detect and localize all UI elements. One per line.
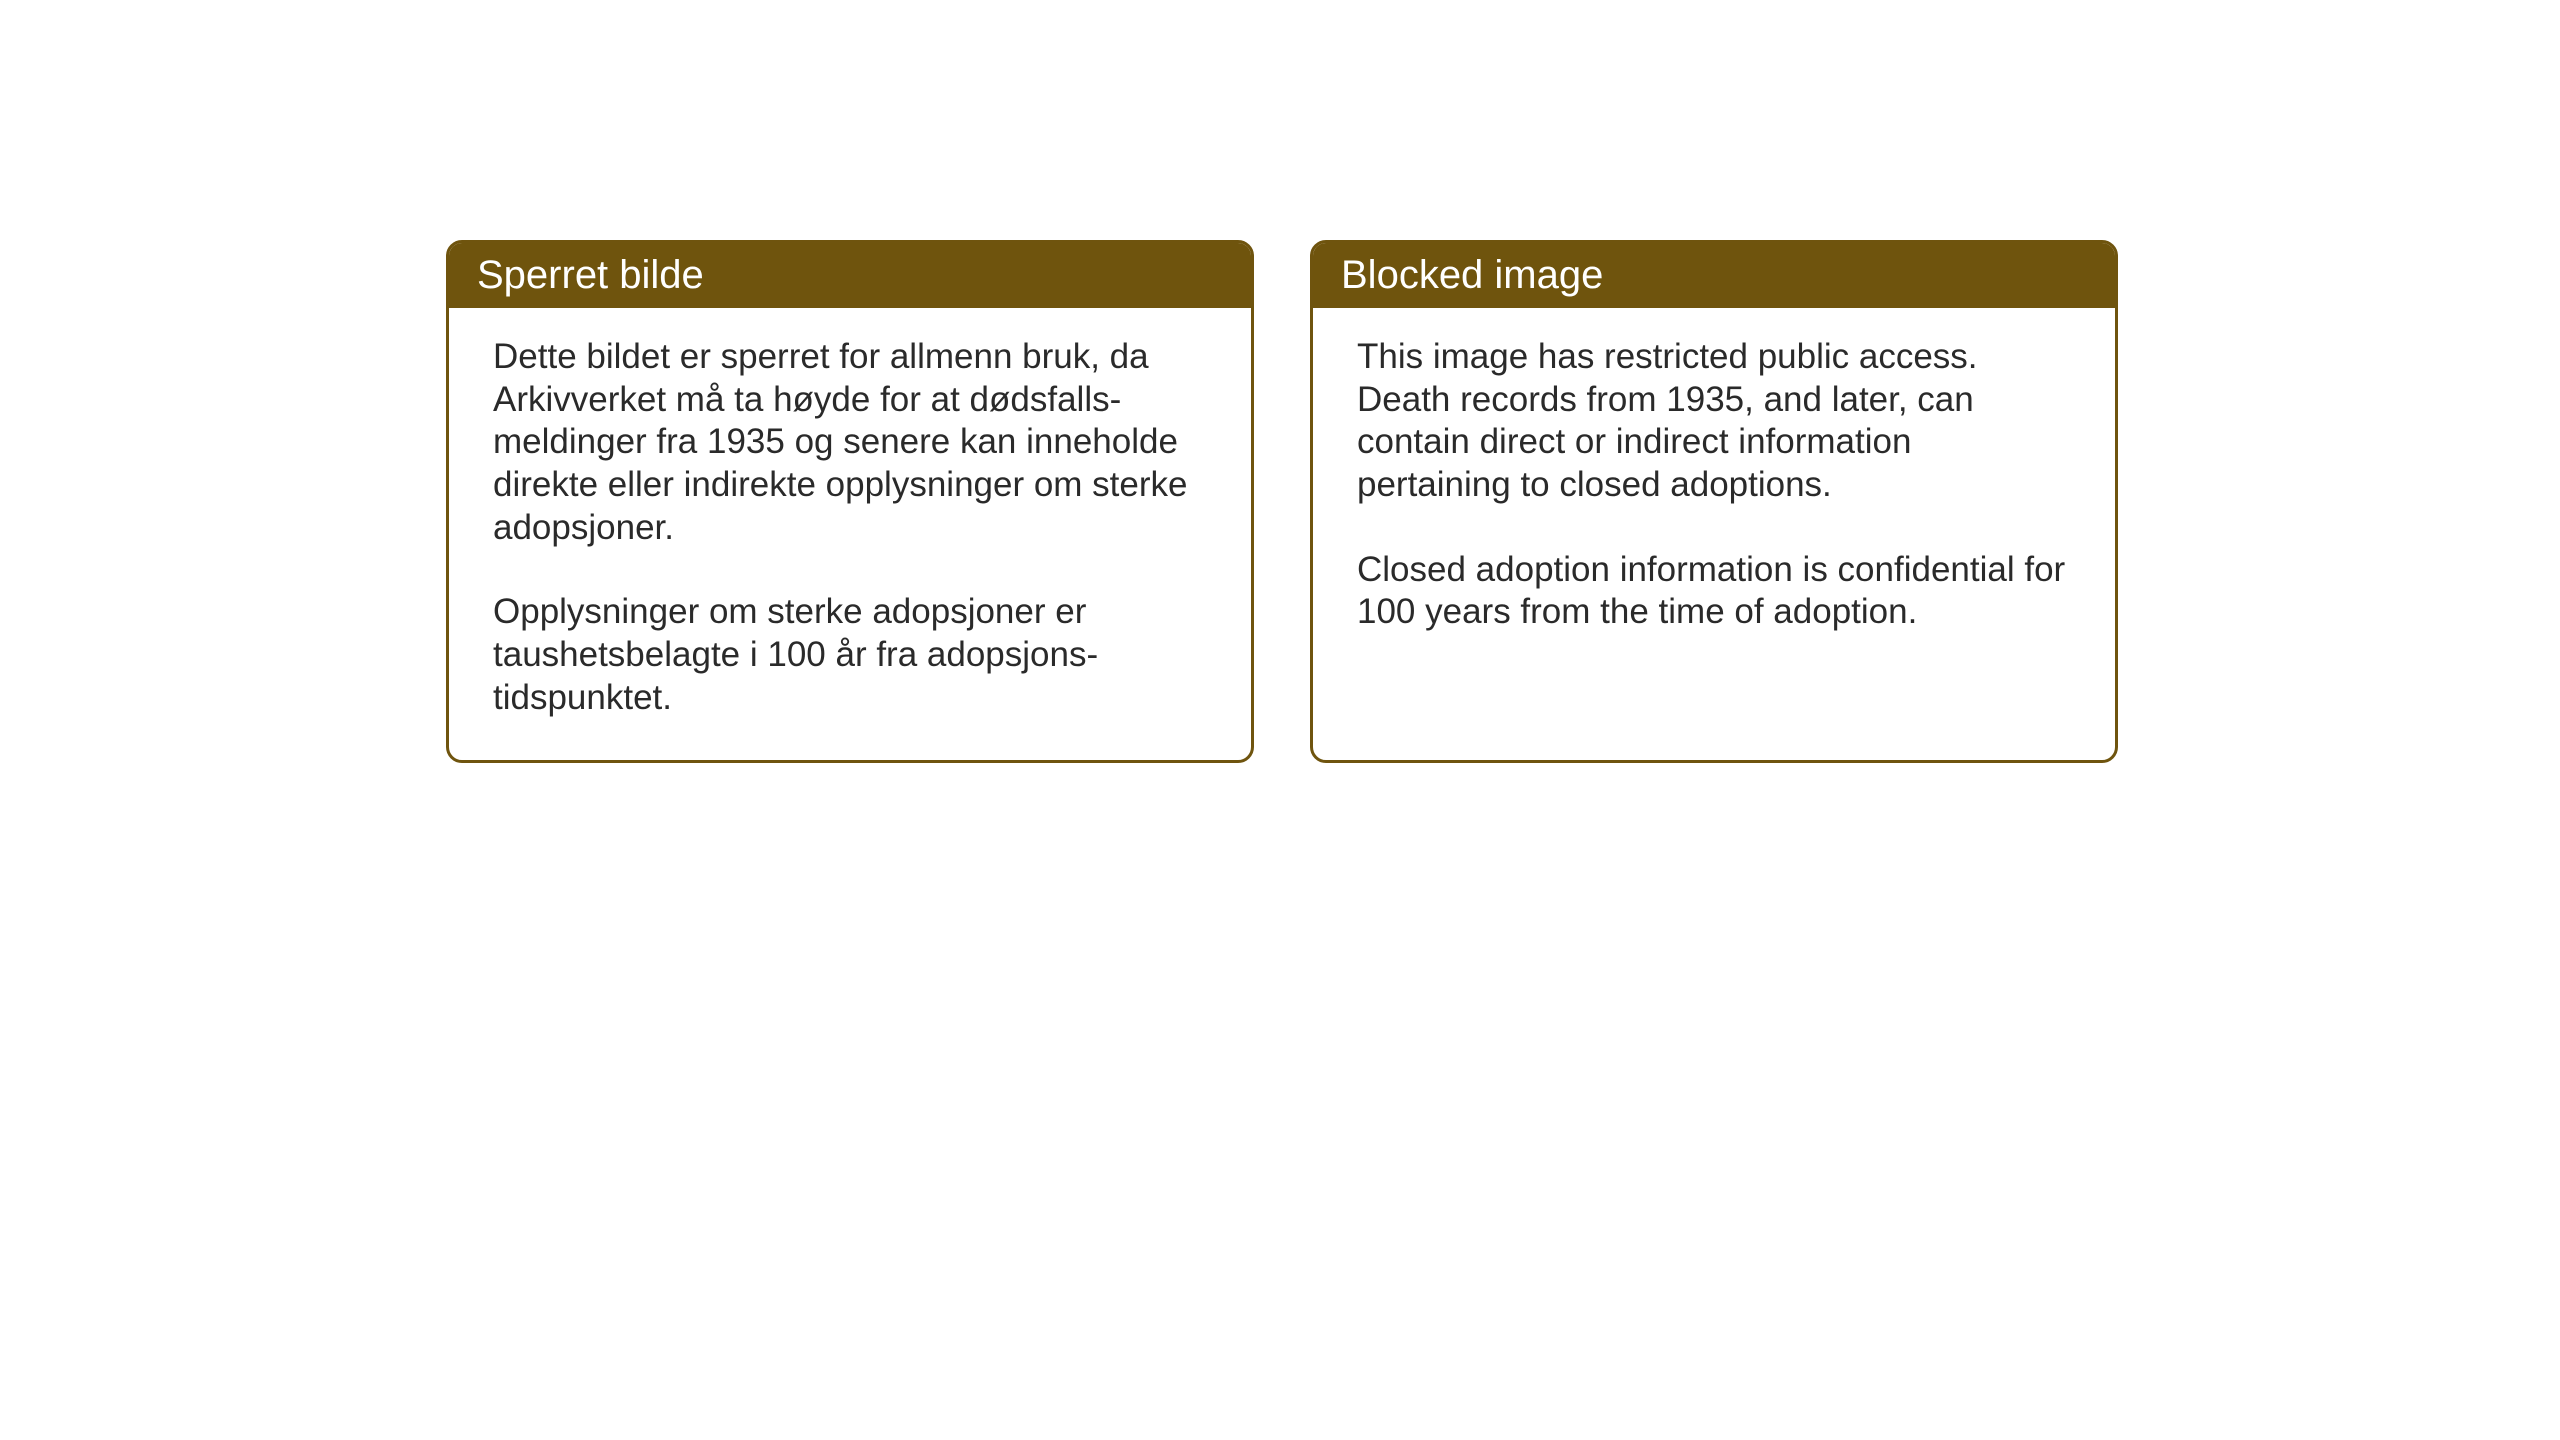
card-paragraph-english-2: Closed adoption information is confident…	[1357, 549, 2071, 634]
card-paragraph-norwegian-1: Dette bildet er sperret for allmenn bruk…	[493, 336, 1207, 549]
card-title-english: Blocked image	[1341, 253, 1603, 297]
notice-container: Sperret bilde Dette bildet er sperret fo…	[446, 240, 2118, 763]
card-body-norwegian: Dette bildet er sperret for allmenn bruk…	[449, 308, 1251, 760]
card-paragraph-english-1: This image has restricted public access.…	[1357, 336, 2071, 507]
card-body-english: This image has restricted public access.…	[1313, 308, 2115, 748]
card-paragraph-norwegian-2: Opplysninger om sterke adopsjoner er tau…	[493, 591, 1207, 719]
card-title-norwegian: Sperret bilde	[477, 253, 704, 297]
card-header-english: Blocked image	[1313, 243, 2115, 308]
card-header-norwegian: Sperret bilde	[449, 243, 1251, 308]
notice-card-english: Blocked image This image has restricted …	[1310, 240, 2118, 763]
notice-card-norwegian: Sperret bilde Dette bildet er sperret fo…	[446, 240, 1254, 763]
